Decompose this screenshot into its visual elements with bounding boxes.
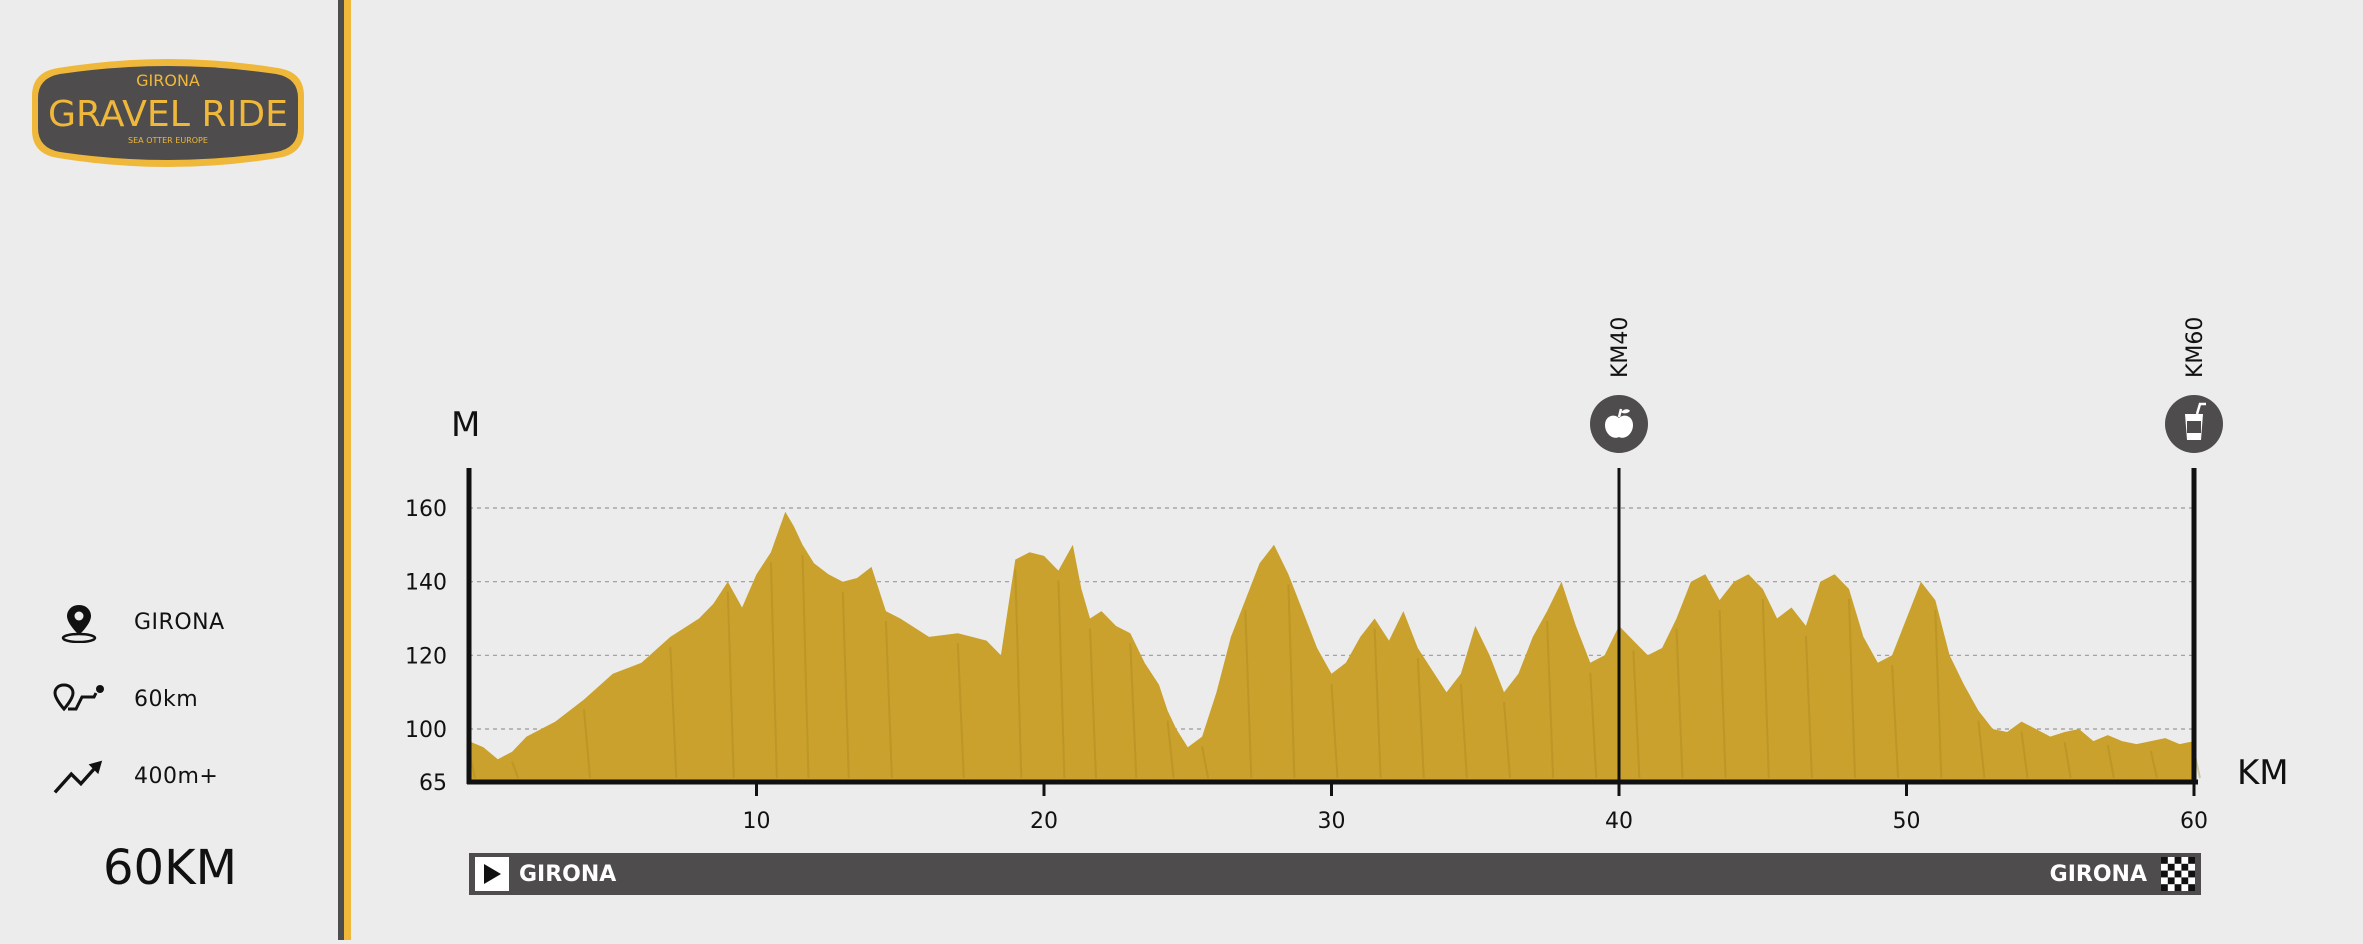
apple-icon xyxy=(1605,408,1633,438)
start-location-row: GIRONA xyxy=(52,600,225,644)
area-layer xyxy=(468,511,2201,782)
total-distance: 60KM xyxy=(103,840,237,896)
sidebar: GIRONA GRAVEL RIDE SEA OTTER EUROPE GIRO… xyxy=(0,0,340,940)
x-tick-label-60: 60 xyxy=(2180,809,2208,834)
logo-main-text: GRAVEL RIDE xyxy=(48,94,288,135)
elevation-value: 400m+ xyxy=(134,763,219,789)
elevation-profile-svg: KM40 KM60 65 100 120 140 160 10 20 30 40 50 60 M KM xyxy=(405,317,2289,834)
x-axis-label: KM xyxy=(2237,753,2289,793)
marker-layer: KM40 KM60 xyxy=(1590,317,2223,782)
distance-value: 60km xyxy=(134,686,199,712)
route-bar: GIRONA GIRONA xyxy=(469,853,2201,895)
sidebar-divider xyxy=(338,0,344,940)
logo-sub-text: SEA OTTER EUROPE xyxy=(128,136,208,145)
route-end: GIRONA xyxy=(2050,853,2201,895)
y-tick-label-120: 120 xyxy=(405,644,447,669)
terrain-texture xyxy=(468,554,2201,779)
location-pin-icon xyxy=(52,600,106,644)
y-axis-label: M xyxy=(451,405,480,445)
x-tick-label-40: 40 xyxy=(1605,809,1633,834)
axis-layer xyxy=(466,468,2198,796)
x-tick-label-30: 30 xyxy=(1318,809,1346,834)
elevation-icon xyxy=(52,754,106,798)
tick-layer: 65 100 120 140 160 10 20 30 40 50 60 xyxy=(405,497,2208,834)
x-tick-label-20: 20 xyxy=(1030,809,1058,834)
y-tick-label-100: 100 xyxy=(405,718,447,743)
marker-label-km40: KM40 xyxy=(1608,317,1633,378)
event-logo: GIRONA GRAVEL RIDE SEA OTTER EUROPE xyxy=(32,59,304,167)
marker-label-km60: KM60 xyxy=(2183,317,2208,378)
x-tick-label-10: 10 xyxy=(743,809,771,834)
x-tick-label-50: 50 xyxy=(1893,809,1921,834)
elevation-area xyxy=(469,511,2194,782)
sidebar-divider-accent xyxy=(344,0,351,940)
logo-top-text: GIRONA xyxy=(136,71,200,90)
start-location: GIRONA xyxy=(134,609,225,635)
y-tick-label-140: 140 xyxy=(405,571,447,596)
route-start-label: GIRONA xyxy=(519,861,617,887)
checkered-flag-icon xyxy=(2161,857,2195,891)
route-start: GIRONA xyxy=(469,853,616,895)
drink-icon xyxy=(2185,402,2206,440)
elevation-chart: KM40 KM60 65 100 120 140 160 10 20 30 40 50 60 M KM xyxy=(351,0,2363,940)
y-tick-label-160: 160 xyxy=(405,497,447,522)
play-icon xyxy=(475,857,509,891)
elevation-row: 400m+ xyxy=(52,754,218,798)
distance-row: 60km xyxy=(52,677,198,721)
route-icon xyxy=(52,677,106,721)
route-end-label: GIRONA xyxy=(2049,861,2147,887)
y-tick-label-65: 65 xyxy=(419,771,447,796)
